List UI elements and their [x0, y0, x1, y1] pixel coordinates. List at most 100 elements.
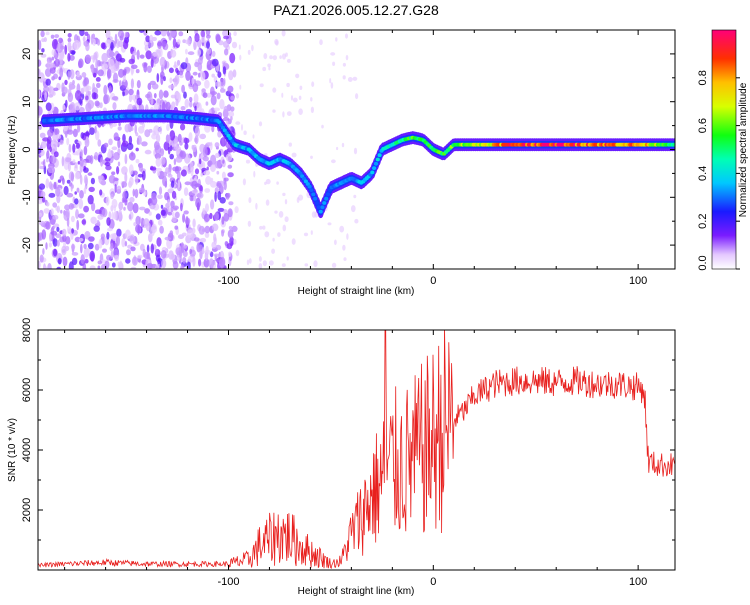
noise-speck	[127, 201, 134, 212]
noise-speck	[192, 82, 199, 93]
noise-speck	[175, 146, 181, 153]
noise-speck	[343, 257, 347, 261]
spectrogram-noise-layer	[38, 30, 359, 269]
noise-speck	[313, 260, 318, 268]
noise-speck	[128, 135, 133, 145]
noise-speck	[133, 222, 137, 227]
colorbar-ticks: 0.0 0.2 0.4 0.6 0.8	[697, 70, 740, 271]
noise-speck	[39, 254, 44, 263]
noise-speck	[171, 190, 177, 199]
noise-speck	[194, 105, 197, 112]
noise-speck	[327, 222, 332, 226]
noise-speck	[210, 141, 213, 151]
noise-speck	[155, 248, 159, 254]
noise-speck	[192, 144, 197, 153]
noise-speck	[45, 242, 48, 250]
noise-speck	[67, 37, 72, 43]
noise-speck	[66, 179, 71, 184]
noise-speck	[45, 31, 50, 36]
noise-speck	[200, 172, 203, 177]
noise-speck	[213, 107, 220, 112]
noise-speck	[352, 76, 358, 81]
noise-speck	[187, 51, 195, 56]
noise-speck	[158, 186, 163, 195]
noise-speck	[211, 73, 215, 78]
noise-speck	[118, 122, 121, 127]
noise-speck	[124, 198, 128, 206]
noise-speck	[251, 44, 254, 52]
noise-speck	[38, 183, 46, 190]
noise-speck	[214, 142, 220, 148]
noise-speck	[200, 71, 206, 81]
noise-speck	[55, 233, 62, 238]
noise-speck	[66, 137, 70, 146]
noise-speck	[74, 198, 79, 205]
noise-speck	[228, 111, 235, 118]
noise-speck	[122, 91, 125, 97]
noise-speck	[202, 208, 206, 214]
noise-speck	[167, 199, 171, 207]
y-tick-label: 10	[21, 96, 33, 108]
noise-speck	[264, 231, 270, 238]
noise-speck	[181, 232, 187, 237]
spectrogram-y-ticks: -20 -10 0 10 20	[21, 29, 675, 270]
noise-speck	[45, 202, 50, 207]
noise-speck	[223, 35, 230, 40]
noise-speck	[223, 212, 230, 222]
noise-speck	[65, 208, 70, 218]
noise-speck	[56, 266, 62, 269]
noise-speck	[354, 218, 359, 224]
noise-speck	[204, 225, 211, 234]
noise-speck	[208, 258, 215, 269]
noise-speck	[118, 209, 122, 218]
noise-speck	[189, 248, 193, 254]
noise-speck	[145, 222, 151, 232]
noise-speck	[67, 33, 72, 38]
noise-speck	[215, 81, 222, 87]
ridge-core	[324, 196, 329, 201]
noise-speck	[234, 206, 239, 214]
noise-speck	[98, 238, 103, 249]
noise-speck	[195, 197, 202, 209]
noise-speck	[82, 79, 88, 88]
noise-speck	[80, 254, 85, 265]
noise-speck	[61, 156, 65, 167]
noise-speck	[228, 225, 233, 230]
noise-speck	[341, 142, 345, 148]
noise-speck	[110, 242, 114, 250]
noise-speck	[298, 194, 304, 201]
x-tick-label: 100	[629, 275, 647, 287]
noise-speck	[181, 84, 186, 94]
noise-speck	[191, 180, 198, 189]
noise-speck	[83, 174, 88, 185]
noise-speck	[222, 30, 229, 38]
noise-speck	[165, 101, 171, 111]
noise-speck	[91, 202, 96, 212]
y-tick-label: 20	[21, 48, 33, 60]
noise-speck	[201, 88, 206, 93]
noise-speck	[84, 31, 89, 36]
noise-speck	[134, 124, 137, 135]
noise-speck	[331, 262, 337, 268]
noise-speck	[78, 198, 84, 209]
noise-speck	[67, 162, 71, 172]
noise-speck	[217, 190, 222, 201]
noise-speck	[211, 223, 219, 232]
noise-speck	[172, 166, 179, 172]
noise-speck	[177, 179, 181, 189]
noise-speck	[214, 212, 220, 221]
noise-speck	[272, 237, 275, 242]
noise-speck	[173, 76, 178, 87]
noise-speck	[223, 209, 228, 215]
noise-speck	[122, 133, 126, 143]
noise-speck	[162, 175, 168, 187]
noise-speck	[248, 197, 252, 204]
noise-speck	[187, 36, 192, 47]
noise-speck	[286, 82, 290, 88]
noise-speck	[72, 143, 76, 153]
noise-speck	[184, 142, 189, 150]
noise-speck	[156, 237, 162, 247]
noise-speck	[74, 102, 81, 111]
noise-speck	[282, 224, 287, 232]
